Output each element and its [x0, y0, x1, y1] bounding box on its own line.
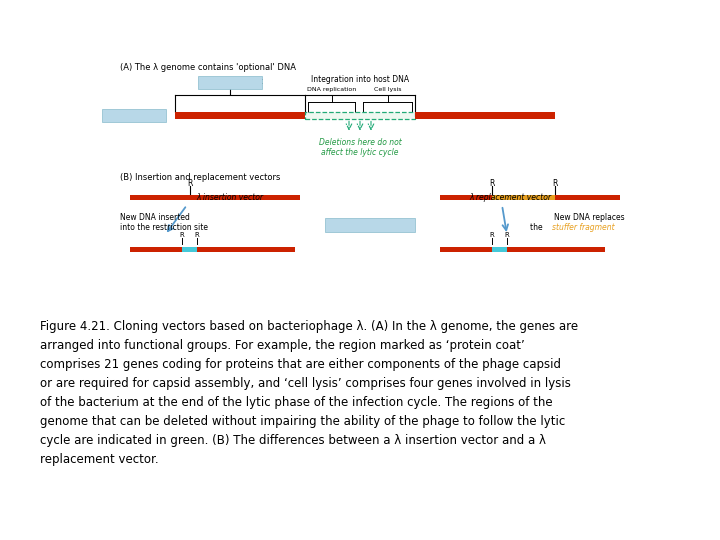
Text: R: R	[505, 232, 509, 238]
Text: comprises 21 genes coding for proteins that are either components of the phage c: comprises 21 genes coding for proteins t…	[40, 358, 561, 371]
Text: arranged into functional groups. For example, the region marked as ‘protein coat: arranged into functional groups. For exa…	[40, 339, 525, 352]
Bar	[197, 246, 295, 252]
Bar	[492, 246, 507, 252]
Text: New DNA inserted: New DNA inserted	[120, 213, 190, 221]
Text: R = restriction site: R = restriction site	[334, 220, 406, 230]
Text: λ insertion vector: λ insertion vector	[197, 192, 264, 201]
Text: Figure 4.21. Cloning vectors based on bacteriophage λ. (A) In the λ genome, the : Figure 4.21. Cloning vectors based on ba…	[40, 320, 578, 333]
Text: Integration into host DNA: Integration into host DNA	[311, 76, 409, 84]
Text: Deletions here do not: Deletions here do not	[319, 138, 401, 147]
Bar	[130, 194, 300, 199]
Bar	[175, 111, 305, 118]
Text: (A) The λ genome contains 'optional' DNA: (A) The λ genome contains 'optional' DNA	[120, 64, 296, 72]
Text: Protein coat: Protein coat	[217, 78, 263, 86]
Text: R: R	[187, 179, 193, 188]
Bar	[492, 194, 555, 199]
Bar	[555, 194, 620, 199]
Text: R: R	[194, 232, 199, 238]
Text: (B) Insertion and replacement vectors: (B) Insertion and replacement vectors	[120, 173, 280, 183]
Bar	[440, 246, 492, 252]
Bar	[507, 246, 605, 252]
Text: of the bacterium at the end of the lytic phase of the infection cycle. The regio: of the bacterium at the end of the lytic…	[40, 396, 553, 409]
Text: cycle are indicated in green. (B) The differences between a λ insertion vector a: cycle are indicated in green. (B) The di…	[40, 434, 546, 447]
Text: DNA replication: DNA replication	[307, 86, 356, 91]
Text: λ genome: λ genome	[115, 111, 153, 119]
Bar	[440, 194, 492, 199]
Text: replacement vector.: replacement vector.	[40, 453, 158, 466]
Text: New DNA replaces: New DNA replaces	[554, 213, 625, 221]
Text: R: R	[490, 179, 495, 188]
Text: Gene functions: Gene functions	[201, 78, 259, 86]
FancyBboxPatch shape	[198, 76, 262, 89]
Text: the: the	[530, 222, 545, 232]
Text: stuffer fragment: stuffer fragment	[552, 222, 615, 232]
Bar	[130, 246, 182, 252]
FancyBboxPatch shape	[325, 218, 415, 232]
FancyBboxPatch shape	[102, 109, 166, 122]
Text: affect the lytic cycle: affect the lytic cycle	[321, 148, 399, 157]
Text: R: R	[552, 179, 558, 188]
Text: or are required for capsid assembly, and ‘cell lysis’ comprises four genes invol: or are required for capsid assembly, and…	[40, 377, 571, 390]
Text: Cell lysis: Cell lysis	[374, 86, 401, 91]
Text: R: R	[490, 232, 495, 238]
Text: R: R	[179, 232, 184, 238]
Bar	[182, 246, 197, 252]
Text: genome that can be deleted without impairing the ability of the phage to follow : genome that can be deleted without impai…	[40, 415, 565, 428]
Text: λ replacement vector: λ replacement vector	[469, 192, 551, 201]
Bar	[415, 111, 555, 118]
Text: into the restriction site: into the restriction site	[120, 222, 208, 232]
FancyBboxPatch shape	[305, 111, 415, 118]
